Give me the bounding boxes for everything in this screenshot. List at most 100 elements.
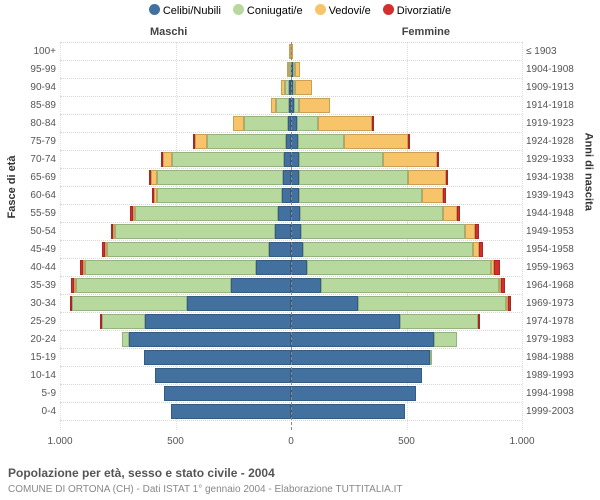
segment-ved — [465, 224, 475, 239]
year-label: 1989-1993 — [526, 367, 594, 384]
bar-male — [60, 224, 291, 239]
segment-ved — [443, 206, 457, 221]
year-label: 1919-1923 — [526, 115, 594, 132]
segment-cel — [291, 152, 299, 167]
legend-label: Coniugati/e — [247, 5, 303, 17]
segment-div — [372, 116, 374, 131]
age-label: 55-59 — [12, 205, 56, 222]
year-label: 1984-1988 — [526, 349, 594, 366]
year-label: 1924-1928 — [526, 133, 594, 150]
bar-male — [60, 278, 291, 293]
segment-cel — [284, 152, 291, 167]
year-label: 1914-1918 — [526, 97, 594, 114]
segment-div — [494, 260, 500, 275]
segment-cel — [291, 296, 358, 311]
bar-female — [291, 80, 522, 95]
header-female: Femmine — [402, 26, 450, 38]
segment-cel — [278, 206, 291, 221]
age-label: 85-89 — [12, 97, 56, 114]
segment-cel — [291, 206, 300, 221]
x-tick: 500 — [167, 436, 184, 447]
segment-cel — [269, 242, 291, 257]
bar-male — [60, 62, 291, 77]
segment-cel — [291, 368, 422, 383]
segment-con — [72, 296, 188, 311]
segment-div — [475, 224, 478, 239]
segment-cel — [291, 170, 299, 185]
year-label: 1944-1948 — [526, 205, 594, 222]
segment-con — [157, 170, 283, 185]
bar-female — [291, 368, 522, 383]
age-label: 30-34 — [12, 295, 56, 312]
segment-cel — [291, 386, 416, 401]
legend-item: Divorziati/e — [383, 4, 451, 17]
year-label: 1904-1908 — [526, 61, 594, 78]
segment-cel — [231, 278, 291, 293]
year-label: 1994-1998 — [526, 385, 594, 402]
segment-div — [437, 152, 439, 167]
legend-swatch — [233, 4, 244, 15]
bar-female — [291, 62, 522, 77]
segment-cel — [291, 404, 405, 419]
chart-subtitle: COMUNE DI ORTONA (CH) - Dati ISTAT 1° ge… — [8, 484, 403, 495]
bar-male — [60, 368, 291, 383]
bar-male — [60, 80, 291, 95]
segment-cel — [129, 332, 291, 347]
segment-cel — [155, 368, 291, 383]
bar-male — [60, 242, 291, 257]
segment-con — [297, 116, 318, 131]
x-tick: 500 — [398, 436, 415, 447]
segment-con — [102, 314, 146, 329]
age-label: 20-24 — [12, 331, 56, 348]
segment-ved — [422, 188, 444, 203]
segment-ved — [318, 116, 372, 131]
segment-con — [157, 188, 282, 203]
bar-male — [60, 134, 291, 149]
segment-cel — [282, 188, 291, 203]
age-label: 65-69 — [12, 169, 56, 186]
segment-cel — [291, 314, 400, 329]
legend: Celibi/NubiliConiugati/eVedovi/eDivorzia… — [0, 4, 600, 17]
bar-female — [291, 350, 522, 365]
age-label: 95-99 — [12, 61, 56, 78]
segment-cel — [291, 224, 301, 239]
segment-ved — [233, 116, 244, 131]
segment-con — [321, 278, 499, 293]
year-label: 1969-1973 — [526, 295, 594, 312]
segment-div — [478, 314, 480, 329]
segment-cel — [291, 278, 321, 293]
segment-con — [299, 152, 383, 167]
age-label: 75-79 — [12, 133, 56, 150]
bar-female — [291, 314, 522, 329]
bar-female — [291, 152, 522, 167]
bar-female — [291, 242, 522, 257]
bar-female — [291, 188, 522, 203]
bar-female — [291, 332, 522, 347]
x-tick: 0 — [288, 436, 294, 447]
legend-swatch — [315, 4, 326, 15]
segment-con — [135, 206, 278, 221]
legend-label: Divorziati/e — [397, 5, 451, 17]
segment-con — [301, 224, 465, 239]
segment-con — [400, 314, 479, 329]
segment-cel — [291, 350, 430, 365]
x-axis: 1.00050005001.000 — [60, 436, 522, 450]
bar-male — [60, 98, 291, 113]
year-label: 1939-1943 — [526, 187, 594, 204]
segment-cel — [171, 404, 291, 419]
year-label: 1964-1968 — [526, 277, 594, 294]
bar-male — [60, 404, 291, 419]
year-label: 1999-2003 — [526, 403, 594, 420]
legend-swatch — [383, 4, 394, 15]
bar-female — [291, 278, 522, 293]
age-label: 40-44 — [12, 259, 56, 276]
segment-con — [85, 260, 256, 275]
segment-ved — [163, 152, 172, 167]
segment-ved — [295, 62, 300, 77]
segment-cel — [144, 350, 291, 365]
x-tick: 1.000 — [47, 436, 72, 447]
segment-con — [430, 350, 432, 365]
segment-div — [508, 296, 511, 311]
segment-ved — [344, 134, 408, 149]
segment-div — [408, 134, 410, 149]
